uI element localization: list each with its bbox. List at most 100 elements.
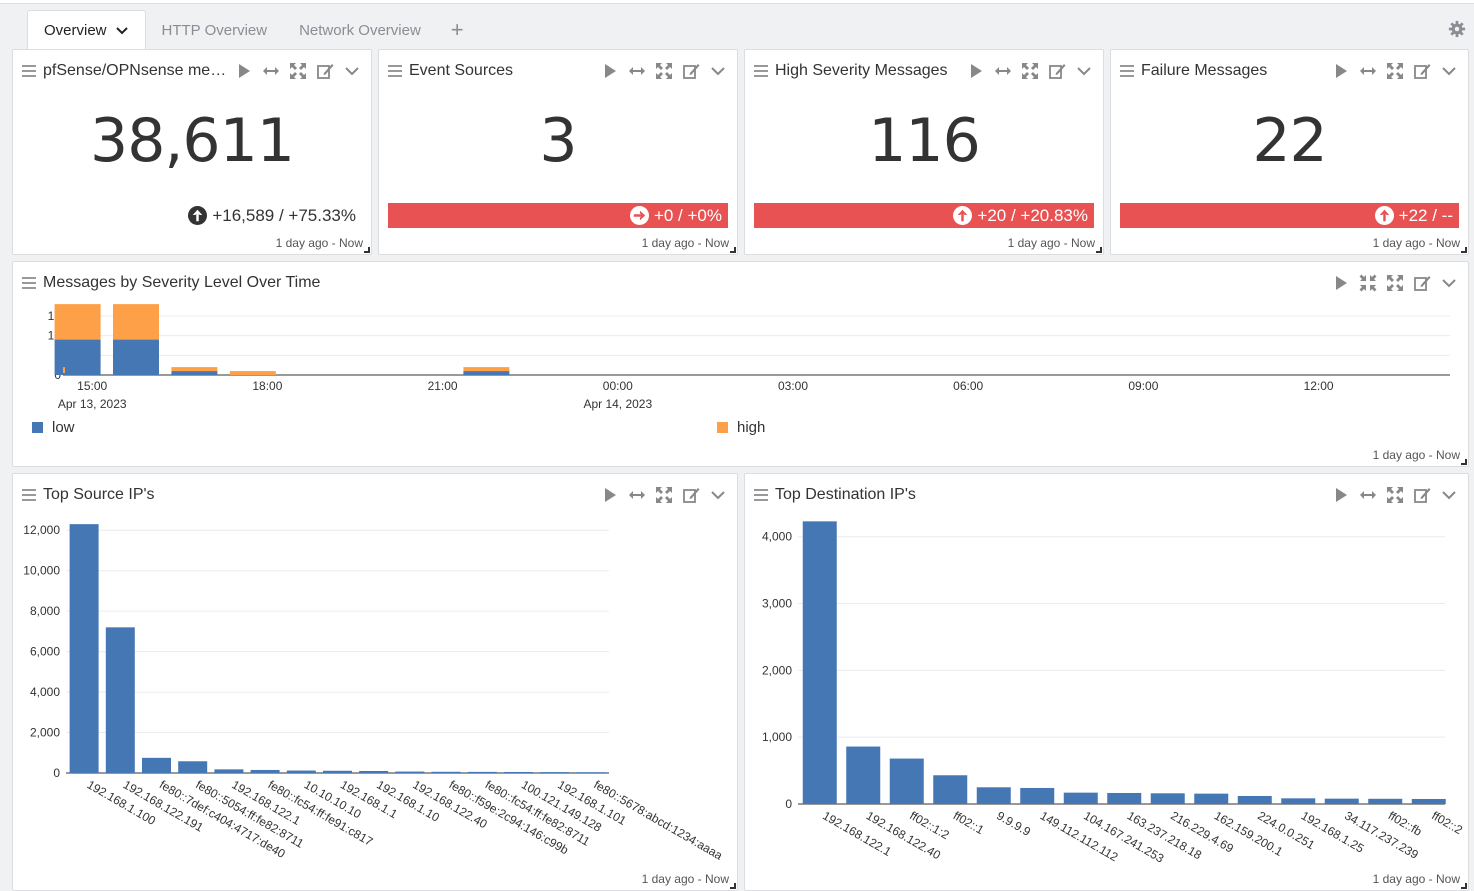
panel-toolbar bbox=[967, 62, 1093, 80]
trend-text: +0 / +0% bbox=[653, 205, 722, 225]
chevron-down-icon[interactable] bbox=[1440, 486, 1458, 504]
metric-panel-failure: Failure Messages 22 +22 / -- 1 day ago -… bbox=[1110, 49, 1469, 255]
timeframe-label: 1 day ago - Now bbox=[1372, 872, 1460, 886]
resize-horizontal-icon[interactable] bbox=[628, 62, 646, 80]
play-icon[interactable] bbox=[1332, 62, 1350, 80]
metric-panel-event-sources: Event Sources 3 +0 / +0% 1 day ago - Now bbox=[378, 49, 738, 255]
chevron-down-icon[interactable] bbox=[709, 62, 727, 80]
destination-ips-chart: 01,0002,0003,0004,000192.168.122.1192.16… bbox=[762, 521, 1465, 866]
bar-high bbox=[171, 367, 218, 372]
x-tick-label: 9.9.9.9 bbox=[994, 808, 1033, 839]
bar-high bbox=[113, 304, 159, 340]
drag-handle-icon[interactable] bbox=[754, 489, 768, 501]
resize-handle[interactable] bbox=[1461, 883, 1467, 889]
edit-icon[interactable] bbox=[1413, 274, 1431, 292]
bar bbox=[576, 772, 606, 773]
bar bbox=[1194, 793, 1229, 804]
edit-icon[interactable] bbox=[682, 62, 700, 80]
chevron-down-icon[interactable] bbox=[343, 62, 361, 80]
expand-icon[interactable] bbox=[655, 486, 673, 504]
drag-handle-icon[interactable] bbox=[754, 65, 768, 77]
expand-icon[interactable] bbox=[1386, 486, 1404, 504]
resize-horizontal-icon[interactable] bbox=[994, 62, 1012, 80]
x-tick-label: 21:00 bbox=[428, 379, 458, 393]
x-tick-label: 06:00 bbox=[953, 379, 983, 393]
metric-value: 38,611 bbox=[90, 106, 295, 176]
legend-item-low[interactable]: low bbox=[32, 419, 75, 436]
x-tick-label: 18:00 bbox=[252, 379, 282, 393]
bar bbox=[431, 771, 461, 773]
edit-icon[interactable] bbox=[1048, 62, 1066, 80]
chevron-down-icon[interactable] bbox=[709, 486, 727, 504]
play-icon[interactable] bbox=[967, 62, 985, 80]
resize-handle[interactable] bbox=[1461, 459, 1467, 465]
edit-icon[interactable] bbox=[682, 486, 700, 504]
edit-icon[interactable] bbox=[1413, 62, 1431, 80]
arrow-up-icon bbox=[953, 206, 973, 225]
play-icon[interactable] bbox=[1332, 274, 1350, 292]
play-icon[interactable] bbox=[1332, 486, 1350, 504]
timeframe-label: 1 day ago - Now bbox=[275, 236, 363, 250]
x-tick-label: 12:00 bbox=[1304, 379, 1334, 393]
drag-handle-icon[interactable] bbox=[1120, 65, 1134, 77]
metric-trend: +22 / -- bbox=[1120, 203, 1459, 228]
compress-icon[interactable] bbox=[1359, 274, 1377, 292]
drag-handle-icon[interactable] bbox=[22, 277, 36, 289]
add-tab-button[interactable]: + bbox=[450, 17, 464, 42]
top-source-ips-panel: Top Source IP's 0 2,000 4,000 6,000 8,000 10,… bbox=[12, 473, 738, 891]
panel-toolbar bbox=[601, 486, 727, 504]
legend-label: high bbox=[737, 419, 766, 436]
bar bbox=[1324, 798, 1359, 804]
tab-overview[interactable]: Overview bbox=[27, 10, 146, 50]
edit-icon[interactable] bbox=[1413, 486, 1431, 504]
chevron-down-icon[interactable] bbox=[1440, 274, 1458, 292]
trend-text: +20 / +20.83% bbox=[977, 205, 1088, 225]
x-tick-label: 15:00 bbox=[77, 379, 107, 393]
gear-icon[interactable] bbox=[1448, 20, 1466, 38]
resize-handle[interactable] bbox=[364, 247, 370, 253]
drag-handle-icon[interactable] bbox=[22, 489, 36, 501]
bar bbox=[1107, 792, 1142, 804]
expand-icon[interactable] bbox=[1386, 62, 1404, 80]
chevron-down-icon[interactable] bbox=[115, 26, 129, 36]
chevron-down-icon[interactable] bbox=[1075, 62, 1093, 80]
bar bbox=[1368, 798, 1403, 804]
bar bbox=[1063, 792, 1098, 804]
legend-item-high[interactable]: high bbox=[717, 419, 765, 436]
play-icon[interactable] bbox=[235, 62, 253, 80]
play-icon[interactable] bbox=[601, 486, 619, 504]
panel-title: Top Destination IP's bbox=[775, 486, 916, 503]
panel-toolbar bbox=[1332, 62, 1458, 80]
top-destination-ips-panel: Top Destination IP's 0 1,000 2,000 3,000 4,0… bbox=[744, 473, 1469, 891]
bar bbox=[142, 757, 171, 773]
edit-icon[interactable] bbox=[316, 62, 334, 80]
resize-horizontal-icon[interactable] bbox=[262, 62, 280, 80]
bar bbox=[286, 770, 316, 773]
x-tick-label: 03:00 bbox=[778, 379, 808, 393]
resize-horizontal-icon[interactable] bbox=[628, 486, 646, 504]
resize-handle[interactable] bbox=[1096, 247, 1102, 253]
expand-icon[interactable] bbox=[655, 62, 673, 80]
legend-swatch bbox=[32, 422, 43, 433]
play-icon[interactable] bbox=[601, 62, 619, 80]
metric-panel-high-severity: High Severity Messages 116 +20 / +20.83%… bbox=[744, 49, 1104, 255]
resize-horizontal-icon[interactable] bbox=[1359, 486, 1377, 504]
bar-high bbox=[63, 367, 65, 374]
bar-low bbox=[463, 371, 510, 375]
timeframe-label: 1 day ago - Now bbox=[641, 236, 729, 250]
expand-icon[interactable] bbox=[1021, 62, 1039, 80]
drag-handle-icon[interactable] bbox=[388, 65, 402, 77]
chevron-down-icon[interactable] bbox=[1440, 62, 1458, 80]
legend-swatch bbox=[717, 422, 728, 433]
resize-handle[interactable] bbox=[730, 883, 736, 889]
resize-horizontal-icon[interactable] bbox=[1359, 62, 1377, 80]
expand-icon[interactable] bbox=[289, 62, 307, 80]
resize-handle[interactable] bbox=[1461, 247, 1467, 253]
expand-icon[interactable] bbox=[1386, 274, 1404, 292]
tab-network-overview[interactable]: Network Overview bbox=[283, 10, 437, 50]
tab-http-overview[interactable]: HTTP Overview bbox=[146, 10, 284, 50]
y-tick-label: 12,000 bbox=[23, 523, 60, 537]
metric-value: 116 bbox=[868, 106, 981, 176]
drag-handle-icon[interactable] bbox=[22, 65, 36, 77]
resize-handle[interactable] bbox=[730, 247, 736, 253]
